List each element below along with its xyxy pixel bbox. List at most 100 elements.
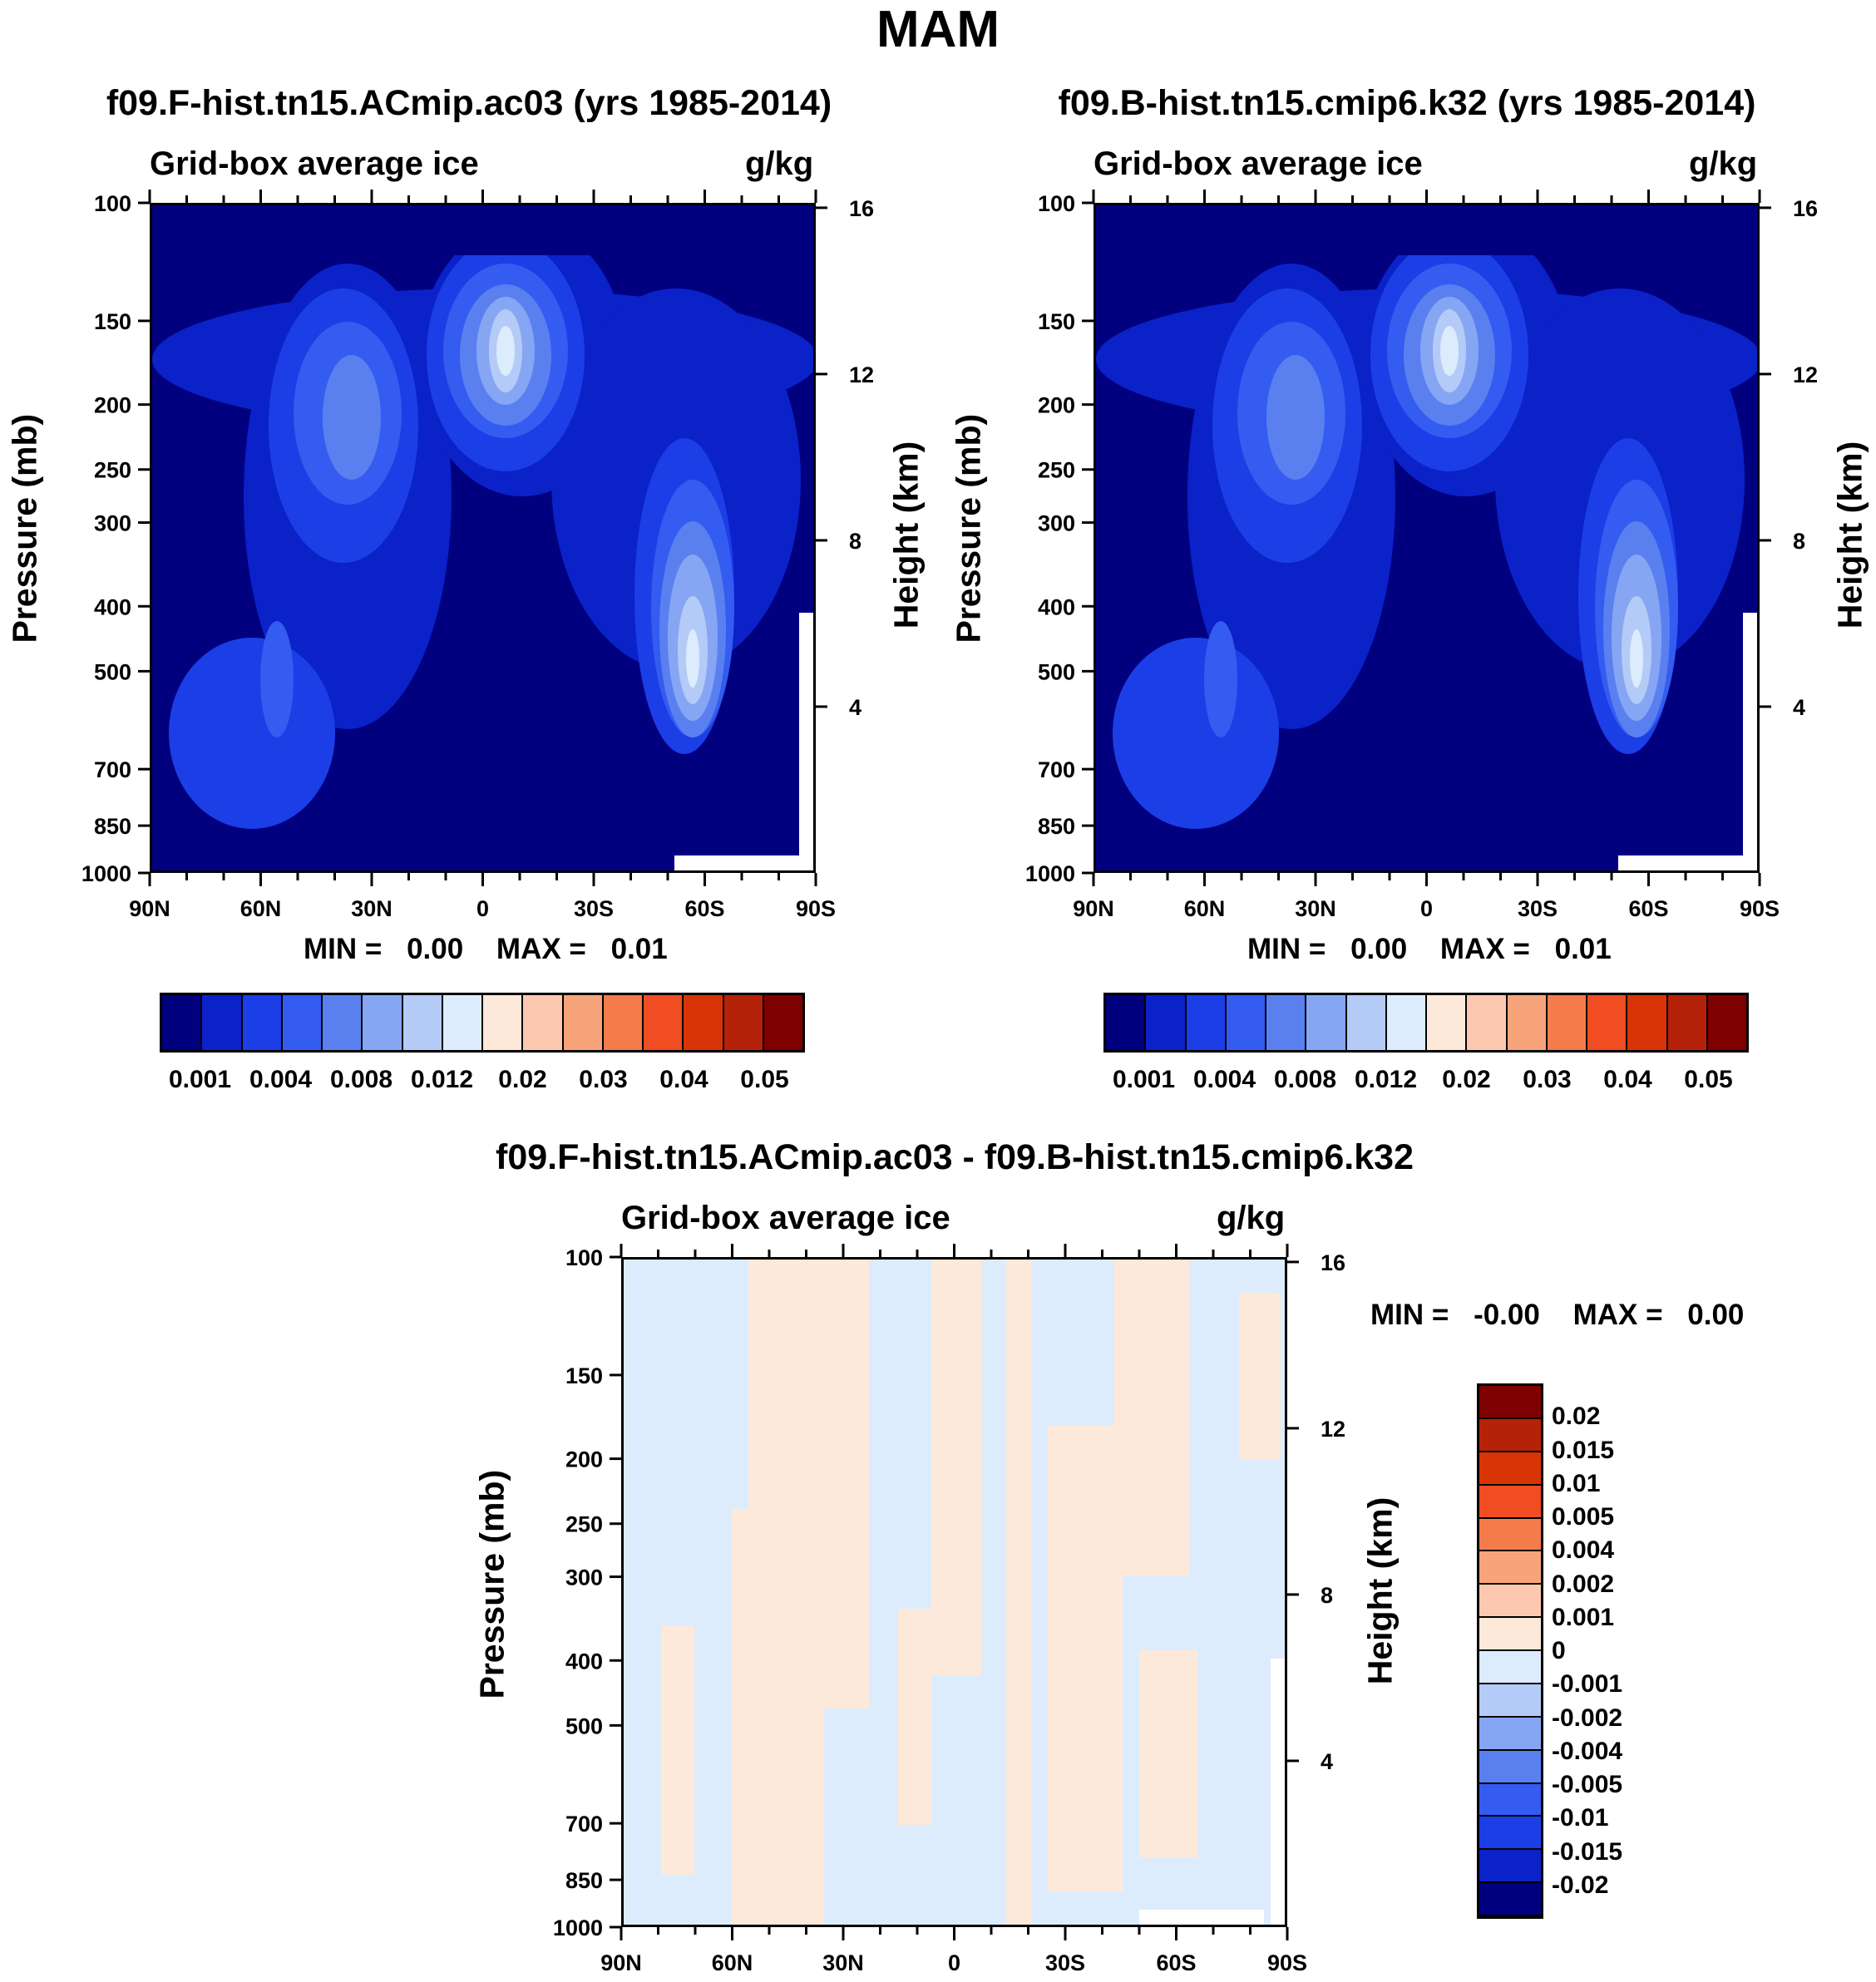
panel-b-colorbar-label: 0.001 <box>1112 1066 1176 1093</box>
panel-b-colorbar-box <box>1507 995 1548 1050</box>
panel-a-left-subtitle: Grid-box average ice <box>150 145 479 182</box>
panel-b-min-value: 0.00 <box>1350 933 1408 965</box>
panel-a-minmax: MIN = 0.00 MAX = 0.01 <box>304 933 668 966</box>
panel-a-max-value: 0.01 <box>610 933 668 965</box>
panel-b-colorbar-label: 0.02 <box>1442 1066 1491 1093</box>
panel-a-colorbar-box <box>282 995 323 1050</box>
panel-diff-colorbar-label: -0.004 <box>1552 1737 1623 1765</box>
panel-b-ytick-label: 700 <box>1038 757 1075 782</box>
panel-a-xtick-label: 90N <box>129 896 170 921</box>
panel-a-xtick-label: 60N <box>240 896 282 921</box>
panel-a-title: f09.F-hist.tn15.ACmip.ac03 (yrs 1985-201… <box>106 83 832 123</box>
panel-a-ytick-label: 200 <box>94 393 131 418</box>
panel-diff-ytick-label: 700 <box>565 1812 603 1837</box>
panel-b-ytick-label: 500 <box>1038 659 1075 684</box>
panel-b-colorbar-box <box>1306 995 1347 1050</box>
panel-a-colorbar-label: 0.001 <box>168 1066 232 1093</box>
panel-a-ytick-label: 300 <box>94 511 131 536</box>
panel-b-ytick-label: 100 <box>1038 191 1075 216</box>
panel-diff-positive-band-7 <box>1006 1260 1031 1925</box>
panel-diff-minmax: MIN = -0.00 MAX = 0.00 <box>1370 1299 1744 1332</box>
panel-diff-colorbar <box>1477 1383 1543 1919</box>
panel-diff-colorbar-labels: 0.02 0.015 0.01 0.005 0.004 0.002 0.001 0 -0.001… <box>1552 1383 1718 1919</box>
panel-a-colorbar-label: 0.05 <box>740 1066 789 1093</box>
panel-a-colorbar-box <box>442 995 483 1050</box>
panel-diff-colorbar-label: 0.002 <box>1552 1570 1615 1598</box>
panel-diff-colorbar-label: 0.004 <box>1552 1536 1615 1565</box>
panel-diff-positive-band-2 <box>661 1625 694 1875</box>
panel-b-plot-area <box>1094 203 1760 873</box>
panel-b-colorbar-label: 0.004 <box>1192 1066 1256 1093</box>
panel-diff-colorbar-box <box>1479 1386 1541 1419</box>
panel-diff-colorbar-label: -0.002 <box>1552 1703 1623 1732</box>
panel-b-max-label: MAX = <box>1439 933 1530 965</box>
panel-a-xtick-label: 90S <box>796 896 836 921</box>
panel-diff-positive-band-11 <box>1239 1293 1281 1459</box>
panel-b-missing-data-patch <box>1618 855 1743 870</box>
panel-b-colorbar-label: 0.008 <box>1273 1066 1337 1093</box>
panel-b-colorbar-label: 0.03 <box>1523 1066 1572 1093</box>
panel-a-ylabel-right: Height (km) <box>886 441 926 629</box>
panel-diff-xtick-label: 90S <box>1267 1950 1307 1975</box>
panel-diff-xtick-label: 60N <box>712 1950 753 1975</box>
panel-a-colorbar-label: 0.012 <box>410 1066 474 1093</box>
panel-b-colorbar-box <box>1627 995 1668 1050</box>
panel-b-contour-level-7-tropics <box>1440 326 1459 376</box>
panel-diff-colorbar-box <box>1479 1783 1541 1817</box>
panel-a-xtick-label: 30N <box>351 896 392 921</box>
panel-a-missing-data-patch <box>674 855 799 870</box>
panel-b-xtick-label: 30S <box>1518 896 1558 921</box>
panel-diff-max-value: 0.00 <box>1687 1299 1745 1331</box>
panel-a-colorbar-box <box>603 995 644 1050</box>
panel-a-contour-level-4-nh <box>323 355 381 480</box>
panel-b-colorbar-box <box>1707 995 1746 1050</box>
panel-a-min-value: 0.00 <box>407 933 464 965</box>
panel-b-ytick-label: 200 <box>1038 393 1075 418</box>
panel-diff-positive-band-10 <box>1139 1650 1197 1858</box>
panel-diff-colorbar-box <box>1479 1452 1541 1486</box>
panel-diff-ytick-right-label: 12 <box>1321 1417 1345 1442</box>
panel-b-axes-ticks: 100 150 200 250 300 400 500 700 850 1000 16 12 8 4 90N… <box>1025 190 1818 921</box>
panel-a-ytick-label: 150 <box>94 309 131 334</box>
panel-a-colorbar <box>160 993 805 1053</box>
panel-diff-left-subtitle: Grid-box average ice <box>621 1200 950 1236</box>
panel-a-colorbar-label: 0.02 <box>498 1066 547 1093</box>
panel-diff-colorbar-label: -0.02 <box>1552 1871 1609 1899</box>
panel-a-colorbar-box <box>563 995 604 1050</box>
panel-diff-xtick-label: 30N <box>822 1950 864 1975</box>
panel-diff-title: f09.F-hist.tn15.ACmip.ac03 - f09.B-hist.… <box>496 1137 1414 1177</box>
panel-b-units: g/kg <box>1689 145 1758 182</box>
panel-b-colorbar-box <box>1226 995 1266 1050</box>
panel-a-colorbar-labels: 0.001 0.004 0.008 0.012 0.02 0.03 0.04 0.05 <box>160 1066 805 1099</box>
panel-b-missing-data-edge <box>1743 613 1757 870</box>
main-title: MAM <box>876 1 1000 58</box>
panel-diff-ytick-label: 500 <box>565 1713 603 1738</box>
panel-diff-colorbar-box <box>1479 1717 1541 1751</box>
panel-b-minmax: MIN = 0.00 MAX = 0.01 <box>1247 933 1612 966</box>
panel-a-colorbar-box <box>763 995 802 1050</box>
panel-diff-colorbar-label: 0.02 <box>1552 1403 1601 1431</box>
panel-diff-colorbar-label: 0.005 <box>1552 1503 1615 1531</box>
panel-a-ytick-right-label: 8 <box>849 529 861 554</box>
panel-b-ytick-right-label: 4 <box>1793 695 1805 720</box>
panel-diff-ytick-label: 250 <box>565 1512 603 1537</box>
panel-a-ytick-label: 250 <box>94 458 131 483</box>
panel-diff-ytick-label: 300 <box>565 1565 603 1590</box>
panel-diff-colorbar-box <box>1479 1817 1541 1851</box>
panel-diff-positive-band-5 <box>931 1260 981 1675</box>
panel-diff-missing-data-edge <box>1271 1659 1285 1925</box>
panel-b-ytick-label: 1000 <box>1025 861 1075 886</box>
panel-a-colorbar-label: 0.04 <box>659 1066 708 1093</box>
panel-diff-xtick-label: 0 <box>948 1950 960 1975</box>
panel-a-ytick-right-label: 16 <box>849 196 874 221</box>
panel-a-colorbar-box <box>363 995 403 1050</box>
panel-b-colorbar <box>1103 993 1749 1053</box>
panel-a-colorbar-box <box>162 995 203 1050</box>
panel-diff-ytick-label: 850 <box>565 1868 603 1893</box>
panel-diff-plot-area <box>621 1257 1287 1927</box>
panel-a-plot-area <box>150 203 816 873</box>
panel-b-colorbar-box <box>1427 995 1468 1050</box>
panel-a-colorbar-box <box>523 995 564 1050</box>
panel-b-xtick-label: 90N <box>1073 896 1114 921</box>
panel-diff-units: g/kg <box>1217 1200 1286 1236</box>
